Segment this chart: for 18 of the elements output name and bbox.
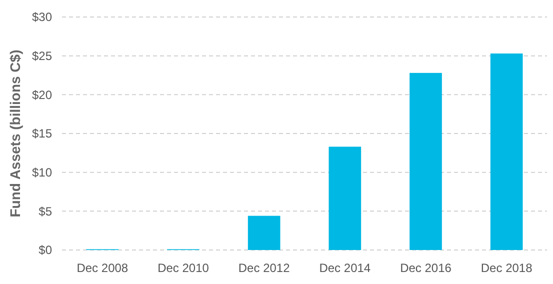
x-tick-label: Dec 2010 xyxy=(158,261,210,275)
x-tick-label: Dec 2014 xyxy=(319,261,371,275)
y-tick-label: $30 xyxy=(32,10,52,24)
y-tick-label: $20 xyxy=(32,88,52,102)
x-tick-label: Dec 2018 xyxy=(480,261,533,275)
bar xyxy=(410,72,442,250)
y-tick-label: $5 xyxy=(38,204,52,218)
bar xyxy=(248,216,280,250)
x-tick-label: Dec 2016 xyxy=(400,261,452,275)
y-tick-label: $25 xyxy=(32,49,52,64)
y-tick-label: $0 xyxy=(38,243,52,258)
x-tick-label: Dec 2012 xyxy=(238,261,290,275)
y-tick-label: $15 xyxy=(32,126,52,141)
x-tick-label: Dec 2008 xyxy=(76,261,128,275)
bar xyxy=(328,146,362,250)
bar xyxy=(490,54,523,250)
y-tick-label: $10 xyxy=(32,166,52,180)
y-axis-title: Fund Assets (billions C$) xyxy=(7,50,23,218)
